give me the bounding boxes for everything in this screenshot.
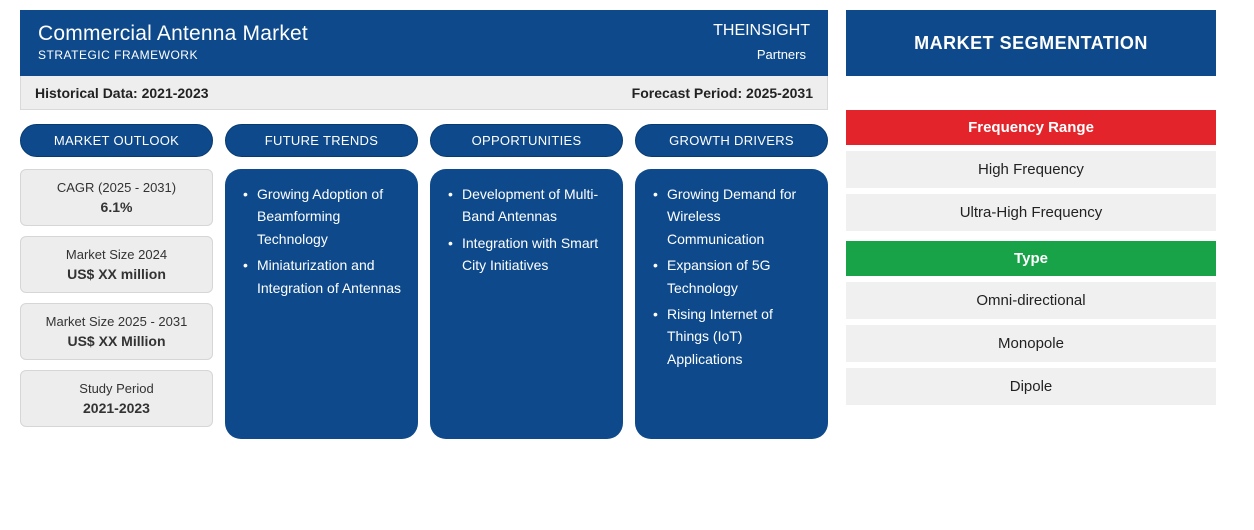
outlook-label: Study Period [29, 381, 204, 396]
outlook-value: US$ XX million [29, 266, 204, 282]
page-title: Commercial Antenna Market [38, 22, 308, 46]
seg-head-frequency-range: Frequency Range [846, 110, 1216, 145]
meta-bar: Historical Data: 2021-2023 Forecast Peri… [20, 76, 828, 110]
segmentation-title: MARKET SEGMENTATION [846, 10, 1216, 76]
logo-main: INSIGHT [745, 22, 810, 40]
title-group: Commercial Antenna Market STRATEGIC FRAM… [38, 22, 308, 62]
framework-columns: MARKET OUTLOOK CAGR (2025 - 2031) 6.1% M… [20, 124, 828, 520]
outlook-size-2024: Market Size 2024 US$ XX million [20, 236, 213, 293]
outlook-size-2025-2031: Market Size 2025 - 2031 US$ XX Million [20, 303, 213, 360]
trend-item: Miniaturization and Integration of Anten… [243, 254, 402, 299]
seg-head-type: Type [846, 241, 1216, 276]
pill-future-trends: FUTURE TRENDS [225, 124, 418, 157]
spacer [846, 231, 1216, 241]
outlook-cagr: CAGR (2025 - 2031) 6.1% [20, 169, 213, 226]
col-market-outlook: MARKET OUTLOOK CAGR (2025 - 2031) 6.1% M… [20, 124, 213, 520]
logo-prefix: THE [713, 22, 745, 40]
outlook-value: 6.1% [29, 199, 204, 215]
col-future-trends: FUTURE TRENDS Growing Adoption of Beamfo… [225, 124, 418, 520]
driver-item: Rising Internet of Things (IoT) Applicat… [653, 303, 812, 370]
seg-item: Monopole [846, 325, 1216, 362]
seg-item: High Frequency [846, 151, 1216, 188]
pill-opportunities: OPPORTUNITIES [430, 124, 623, 157]
trend-item: Growing Adoption of Beamforming Technolo… [243, 183, 402, 250]
outlook-study-period: Study Period 2021-2023 [20, 370, 213, 427]
outlook-value: 2021-2023 [29, 400, 204, 416]
page-subtitle: STRATEGIC FRAMEWORK [38, 48, 308, 62]
pill-growth-drivers: GROWTH DRIVERS [635, 124, 828, 157]
brand-logo: THE INSIGHT Partners [660, 22, 810, 62]
left-panel: Commercial Antenna Market STRATEGIC FRAM… [20, 10, 828, 520]
driver-item: Expansion of 5G Technology [653, 254, 812, 299]
opportunity-item: Integration with Smart City Initiatives [448, 232, 607, 277]
col-opportunities: OPPORTUNITIES Development of Multi-Band … [430, 124, 623, 520]
card-future-trends: Growing Adoption of Beamforming Technolo… [225, 169, 418, 439]
historical-data-label: Historical Data: 2021-2023 [35, 85, 209, 101]
logo-partners: Partners [757, 47, 806, 62]
spacer [846, 76, 1216, 110]
outlook-label: Market Size 2025 - 2031 [29, 314, 204, 329]
seg-item: Omni-directional [846, 282, 1216, 319]
card-growth-drivers: Growing Demand for Wireless Communicatio… [635, 169, 828, 439]
title-bar: Commercial Antenna Market STRATEGIC FRAM… [20, 10, 828, 76]
forecast-period-label: Forecast Period: 2025-2031 [632, 85, 813, 101]
card-opportunities: Development of Multi-Band Antennas Integ… [430, 169, 623, 439]
pill-market-outlook: MARKET OUTLOOK [20, 124, 213, 157]
seg-item: Ultra-High Frequency [846, 194, 1216, 231]
outlook-label: Market Size 2024 [29, 247, 204, 262]
outlook-label: CAGR (2025 - 2031) [29, 180, 204, 195]
outlook-value: US$ XX Million [29, 333, 204, 349]
right-panel: MARKET SEGMENTATION Frequency Range High… [846, 10, 1216, 520]
segmentation-list: Frequency Range High Frequency Ultra-Hig… [846, 110, 1216, 405]
opportunity-item: Development of Multi-Band Antennas [448, 183, 607, 228]
col-growth-drivers: GROWTH DRIVERS Growing Demand for Wirele… [635, 124, 828, 520]
driver-item: Growing Demand for Wireless Communicatio… [653, 183, 812, 250]
infographic-root: Commercial Antenna Market STRATEGIC FRAM… [20, 10, 1234, 520]
seg-item: Dipole [846, 368, 1216, 405]
